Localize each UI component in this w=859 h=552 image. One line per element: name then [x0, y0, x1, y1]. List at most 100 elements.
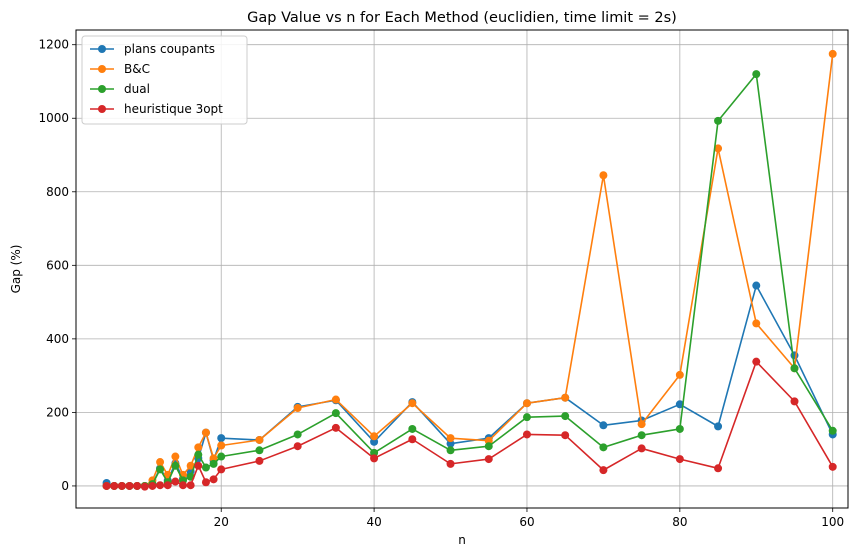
data-point-dual [522, 413, 531, 422]
data-point-dual [408, 424, 417, 433]
data-point-heuristique-3opt [209, 475, 218, 484]
data-point-plans-coupants [217, 434, 226, 443]
data-point-b-c [561, 393, 570, 402]
x-tick-label: 80 [672, 515, 687, 529]
data-point-b-c [675, 370, 684, 379]
data-point-heuristique-3opt [186, 481, 195, 490]
data-point-b-c [522, 399, 531, 408]
data-point-b-c [714, 144, 723, 153]
x-tick-label: 40 [366, 515, 381, 529]
y-tick-label: 1000 [38, 111, 69, 125]
data-point-dual [714, 116, 723, 125]
legend-item: plans coupants [90, 42, 215, 56]
data-point-heuristique-3opt [828, 462, 837, 471]
data-point-b-c [446, 434, 455, 443]
legend-box [81, 35, 248, 125]
legend-label: B&C [124, 62, 150, 76]
y-tick-label: 200 [46, 405, 69, 419]
data-point-plans-coupants [370, 437, 379, 446]
data-point-dual [293, 430, 302, 439]
data-point-heuristique-3opt [179, 481, 188, 490]
data-point-heuristique-3opt [599, 466, 608, 475]
data-point-b-c [255, 435, 264, 444]
data-point-b-c [408, 399, 417, 408]
data-point-heuristique-3opt [790, 397, 799, 406]
y-tick-label: 400 [46, 332, 69, 346]
data-point-b-c [217, 441, 226, 450]
data-point-heuristique-3opt [201, 478, 210, 487]
x-axis-label: n [458, 533, 466, 547]
plot-frame [75, 29, 849, 509]
data-point-heuristique-3opt [675, 455, 684, 464]
data-point-heuristique-3opt [293, 442, 302, 451]
data-point-heuristique-3opt [255, 456, 264, 465]
data-point-heuristique-3opt [637, 444, 646, 453]
legend-label: heuristique 3opt [124, 102, 223, 116]
legend-label: plans coupants [124, 42, 215, 56]
data-point-b-c [209, 454, 218, 463]
data-point-b-c [293, 403, 302, 412]
legend-item: heuristique 3opt [90, 102, 223, 116]
x-tick-label: 100 [821, 515, 844, 529]
data-point-dual [484, 442, 493, 451]
data-point-heuristique-3opt [194, 461, 203, 470]
data-point-plans-coupants [446, 439, 455, 448]
data-point-dual [752, 70, 761, 79]
y-tick-label: 1200 [38, 38, 69, 52]
data-point-b-c [828, 49, 837, 58]
data-point-b-c [331, 395, 340, 404]
data-point-b-c [599, 171, 608, 180]
data-point-heuristique-3opt [133, 481, 142, 490]
data-point-heuristique-3opt [752, 357, 761, 366]
data-point-plans-coupants [599, 421, 608, 430]
data-point-heuristique-3opt [331, 423, 340, 432]
data-point-dual [790, 364, 799, 373]
legend: plans coupants B&C dual heuristique 3opt [81, 35, 248, 125]
data-point-heuristique-3opt [217, 465, 226, 474]
data-point-b-c [484, 436, 493, 445]
data-point-heuristique-3opt [714, 464, 723, 473]
y-tick-label: 600 [46, 258, 69, 272]
data-point-dual [599, 443, 608, 452]
data-point-dual [217, 452, 226, 461]
chart-title: Gap Value vs n for Each Method (euclidie… [247, 10, 677, 26]
legend-marker [98, 45, 106, 53]
series-line-dual [106, 73, 834, 487]
y-axis-label: Gap (%) [9, 245, 23, 294]
data-point-b-c [752, 319, 761, 328]
data-point-dual [561, 412, 570, 421]
data-point-heuristique-3opt [370, 454, 379, 463]
series-dual [102, 70, 837, 490]
data-point-dual [828, 426, 837, 435]
series-line-heuristique-3opt [106, 360, 834, 488]
data-point-heuristique-3opt [522, 430, 531, 439]
data-point-heuristique-3opt [117, 481, 126, 490]
data-point-b-c [194, 443, 203, 452]
data-point-b-c [156, 458, 165, 467]
data-point-dual [331, 409, 340, 418]
data-point-b-c [370, 432, 379, 441]
data-point-heuristique-3opt [171, 477, 180, 486]
x-tick-label: 60 [519, 515, 534, 529]
data-point-heuristique-3opt [125, 481, 134, 490]
legend-item: dual [90, 82, 150, 96]
data-point-dual [446, 446, 455, 455]
data-point-plans-coupants [714, 422, 723, 431]
data-point-heuristique-3opt [408, 435, 417, 444]
data-point-dual [675, 424, 684, 433]
data-point-dual [370, 448, 379, 457]
series-heuristique-3opt [102, 357, 837, 491]
data-point-heuristique-3opt [163, 481, 172, 490]
data-point-dual [156, 465, 165, 474]
data-point-dual [209, 459, 218, 468]
x-tick-label: 20 [214, 515, 229, 529]
y-tick-label: 0 [61, 479, 69, 493]
data-point-dual [637, 431, 646, 440]
data-point-plans-coupants [752, 281, 761, 290]
series-layer [102, 49, 837, 491]
data-point-heuristique-3opt [446, 459, 455, 468]
legend-marker [98, 105, 106, 113]
